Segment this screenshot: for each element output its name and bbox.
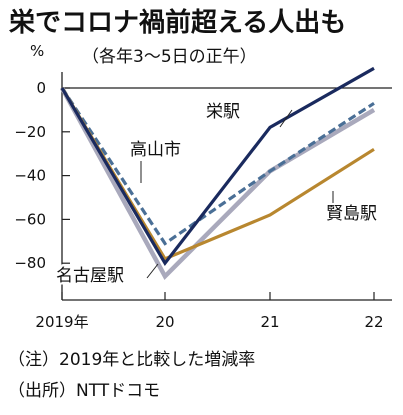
series-leader-line <box>279 109 293 128</box>
chart-source: （出所）NTTドコモ <box>8 381 161 401</box>
x-tick-label: 20 <box>155 313 174 331</box>
y-tick-label: −40 <box>14 167 46 185</box>
series-line <box>60 86 376 281</box>
chart-note: （注）2019年と比較した増減率 <box>8 350 256 370</box>
x-tick-label: 22 <box>364 313 383 331</box>
series-layer <box>60 66 376 281</box>
chart-title: 栄でコロナ禍前超える人出も <box>9 8 347 38</box>
series-label: 名古屋駅 <box>56 266 124 286</box>
x-tick-label: 21 <box>260 313 279 331</box>
series-label: 栄駅 <box>206 102 240 122</box>
series-line <box>60 66 375 267</box>
x-tick-label: 2019年 <box>35 313 88 331</box>
series-line <box>60 87 375 246</box>
chart-axes: 0 −20 −40 −60 −80 2019年 20 21 22 <box>14 72 392 331</box>
series-leader-line <box>146 263 159 279</box>
y-tick-label: −20 <box>14 123 46 141</box>
y-tick-label: −60 <box>14 210 46 228</box>
y-tick-label: −80 <box>14 254 46 272</box>
series-label: 高山市 <box>130 140 181 160</box>
series-label: 賢島駅 <box>326 204 377 224</box>
chart-subtitle: （各年3～5日の正午） <box>82 47 257 67</box>
y-tick-label: 0 <box>36 79 46 97</box>
y-unit-label: % <box>30 42 45 60</box>
